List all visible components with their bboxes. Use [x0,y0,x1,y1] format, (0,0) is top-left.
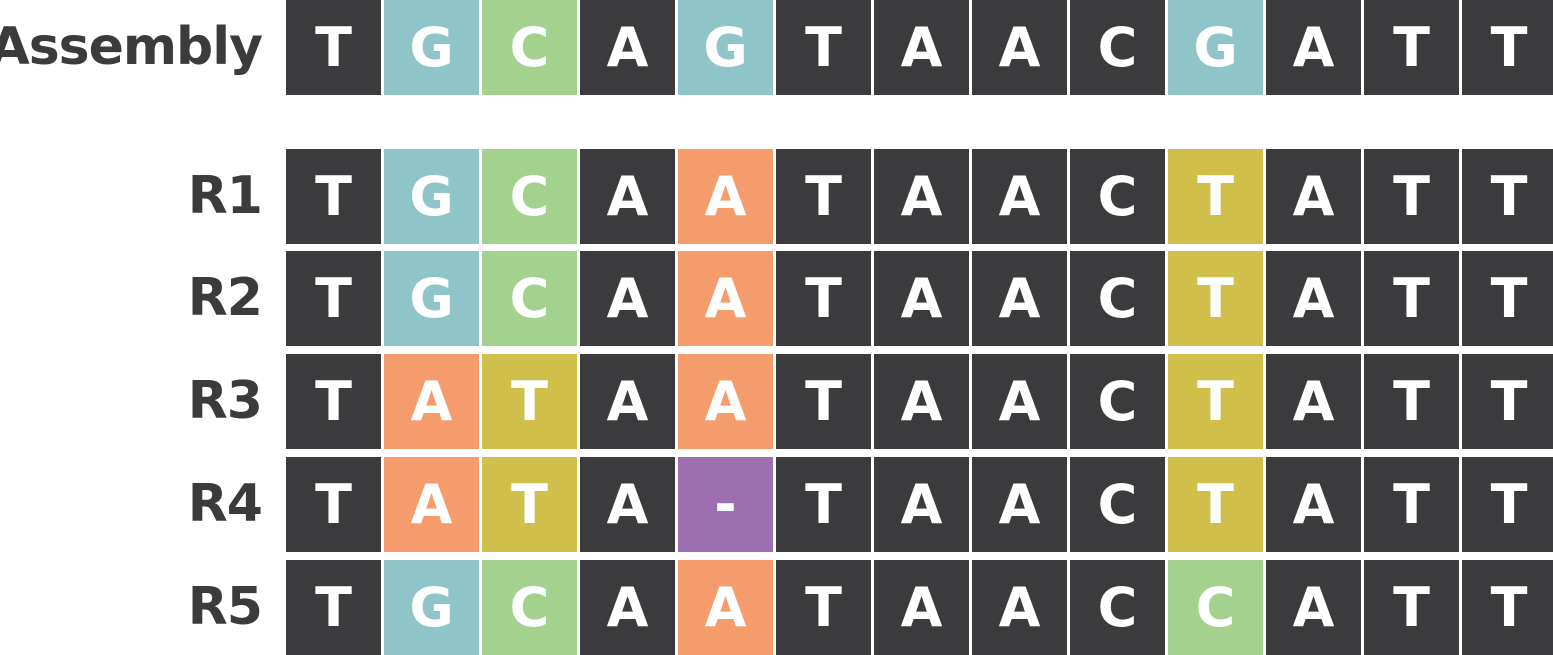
base-cell: T [482,457,577,552]
base-cell: T [776,149,871,244]
base-cell: - [678,457,773,552]
base-cell: T [286,251,381,346]
base-cell: A [1266,560,1361,655]
base-cell: A [678,560,773,655]
base-cell: T [1168,149,1263,244]
base-cell: T [286,457,381,552]
base-cell: A [874,149,969,244]
base-cell: A [678,149,773,244]
base-cell: A [580,457,675,552]
base-cell: A [874,354,969,449]
base-cell: A [1266,457,1361,552]
base-cell: C [1070,0,1165,95]
base-cell: T [286,354,381,449]
base-cell: A [874,560,969,655]
base-cell: G [384,560,479,655]
base-cell: C [482,251,577,346]
base-cell: T [1462,457,1553,552]
base-cell: T [1364,251,1459,346]
base-cell: C [1070,354,1165,449]
base-cell: T [1168,251,1263,346]
base-cell: A [972,251,1067,346]
base-cell: G [1168,0,1263,95]
row-label: R2 [187,268,263,328]
base-cell: A [972,149,1067,244]
base-cell: T [1462,354,1553,449]
base-cell: A [972,560,1067,655]
base-cell: C [1070,149,1165,244]
base-cell: A [874,0,969,95]
base-cell: A [384,457,479,552]
base-cell: A [972,457,1067,552]
base-cell: T [286,0,381,95]
base-cell: T [1462,560,1553,655]
row-label: R1 [187,166,263,226]
base-cell: A [972,354,1067,449]
base-cell: G [678,0,773,95]
base-cell: T [482,354,577,449]
base-cell: A [1266,251,1361,346]
base-cell: G [384,251,479,346]
base-cell: A [1266,0,1361,95]
base-cell: A [580,0,675,95]
base-cell: T [1364,0,1459,95]
base-cell: T [1364,354,1459,449]
base-cell: T [1168,457,1263,552]
base-cell: T [1364,560,1459,655]
base-cell: A [874,251,969,346]
base-cell: T [286,149,381,244]
base-cell: T [1364,457,1459,552]
base-cell: C [482,149,577,244]
base-cell: T [776,354,871,449]
base-cell: A [384,354,479,449]
base-cell: T [1168,354,1263,449]
base-cell: T [1364,149,1459,244]
base-cell: A [580,251,675,346]
base-cell: A [678,251,773,346]
base-cell: T [776,560,871,655]
row-label: R5 [187,577,263,637]
row-label: Assembly [0,17,263,77]
base-cell: T [286,560,381,655]
row-label: R4 [187,474,263,534]
base-cell: A [580,149,675,244]
base-cell: T [1462,0,1553,95]
base-cell: C [482,0,577,95]
base-cell: C [1070,560,1165,655]
base-cell: C [1168,560,1263,655]
base-cell: C [482,560,577,655]
base-cell: T [776,0,871,95]
base-cell: A [678,354,773,449]
base-cell: C [1070,251,1165,346]
base-cell: A [1266,149,1361,244]
base-cell: A [972,0,1067,95]
base-cell: A [874,457,969,552]
base-cell: T [776,457,871,552]
base-cell: A [1266,354,1361,449]
base-cell: A [580,354,675,449]
base-cell: T [776,251,871,346]
base-cell: T [1462,251,1553,346]
row-label: R3 [187,371,263,431]
base-cell: T [1462,149,1553,244]
base-cell: A [580,560,675,655]
base-cell: G [384,0,479,95]
base-cell: C [1070,457,1165,552]
base-cell: G [384,149,479,244]
